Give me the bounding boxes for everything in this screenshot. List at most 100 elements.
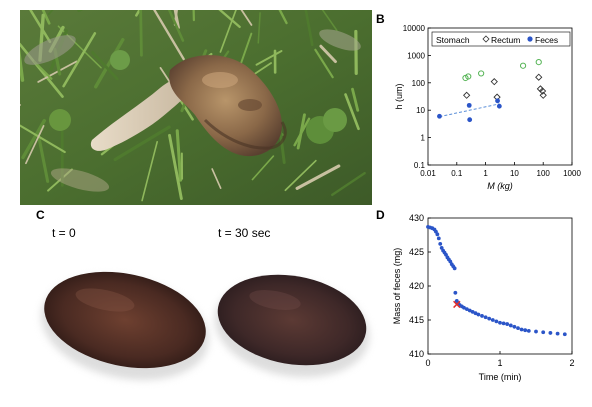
chart-d-red-x-marker (453, 300, 461, 309)
chart-d-red-x-stroke (453, 300, 461, 309)
chart-d-point (457, 303, 462, 307)
chart-d-point (555, 331, 560, 336)
chart-b-point-rectum (536, 85, 545, 93)
chart-d-point (470, 309, 475, 314)
chart-b-point-rectum (493, 93, 501, 101)
chart-d-ytick-label: 415 (409, 315, 424, 325)
chart-d-point (435, 232, 440, 237)
chart-b-xtick-label: 10 (510, 169, 519, 178)
chart-d-xtick-label: 0 (425, 358, 430, 368)
chart-d-point (439, 246, 444, 250)
panel-d-letter: D (376, 208, 385, 222)
chart-b-ytick-label: 10 (416, 106, 425, 115)
t30-label: t = 30 sec (218, 226, 271, 240)
chart-d-point (467, 308, 472, 313)
chart-b-point-feces (467, 117, 473, 123)
chart-b-ytick-label: 1000 (407, 51, 425, 60)
feces-on-grass-photo (20, 10, 372, 205)
chart-d-point (445, 255, 450, 260)
chart-b-legend-feces-marker (527, 36, 533, 42)
chart-b-feces-trendline (439, 103, 500, 118)
chart-d-xtick-label: 2 (569, 358, 574, 368)
chart-d-point (523, 328, 528, 333)
chart-b-xtick-label: 100 (537, 169, 551, 178)
pellet-t0 (44, 271, 206, 369)
grass-scene-image (20, 10, 372, 205)
chart-b-point-stomach (519, 62, 527, 69)
chart-b-legend-rectum-label: Rectum (491, 35, 520, 45)
chart-d-ytick-label: 420 (409, 281, 424, 291)
chart-d-point (436, 236, 441, 241)
chart-d-point (434, 229, 438, 234)
chart-d-point (480, 314, 484, 318)
chart-b-legend-rectum-marker (482, 35, 490, 43)
chart-b-xtick-label: 1000 (563, 169, 581, 178)
chart-d-point (490, 318, 495, 322)
chart-b-point-feces (437, 113, 442, 119)
chart-d-xlabel: Time (min) (479, 372, 522, 382)
chart-d-red-x-stroke (453, 300, 461, 309)
chart-b-ylabel: h (um) (394, 83, 404, 109)
chart-d-point (462, 305, 466, 310)
chart-d-point (501, 321, 506, 326)
panel-a-letter: A (6, 4, 15, 18)
chart-d-point (534, 329, 538, 334)
chart-b-point-stomach (462, 74, 469, 82)
chart-b-plot-frame (427, 27, 573, 166)
chart-d-point (562, 332, 567, 337)
chart-b-ytick-label: 1 (421, 134, 426, 143)
chart-b-point-rectum (490, 78, 498, 86)
chart-d-ytick-label: 425 (409, 247, 424, 257)
chart-d-point (487, 316, 492, 321)
chart-d-point (476, 312, 481, 317)
chart-d-point (459, 304, 464, 309)
chart-d-point (448, 259, 453, 264)
panel-c-letter: C (36, 208, 45, 222)
chart-d-point (441, 248, 446, 253)
chart-d-point (454, 299, 459, 303)
chart-b-xtick-label: 0.01 (420, 169, 436, 178)
chart-d-point (519, 327, 524, 332)
chart-d-plot-frame (427, 217, 573, 355)
chart-b-point-feces (466, 102, 472, 108)
chart-d-point (426, 224, 430, 229)
chart-b-ytick-label: 0.1 (414, 161, 426, 170)
feces-drying-photos (41, 271, 370, 381)
chart-b-point-stomach (478, 70, 485, 77)
chart-b-xlabel: M (kg) (487, 181, 513, 191)
pellet-t30 (217, 274, 367, 366)
chart-d-point (526, 328, 531, 333)
chart-b-point-feces (496, 103, 502, 109)
chart-d-point (516, 326, 520, 331)
chart-d-ylabel: Mass of feces (mg) (392, 248, 402, 325)
chart-d-point (541, 330, 546, 335)
chart-b-ytick-label: 100 (412, 79, 426, 88)
chart-b-point-rectum (535, 73, 543, 81)
chart-d-point (473, 311, 478, 316)
chart-d-xtick-label: 1 (497, 358, 502, 368)
chart-b-legend-box (431, 31, 571, 47)
chart-b-legend-stomach-label: Stomach (436, 35, 470, 45)
chart-b-xtick-label: 1 (483, 169, 488, 178)
chart-d-point (453, 290, 458, 295)
chart-d-point (452, 266, 457, 271)
chart-d-point (430, 226, 435, 231)
chart-d-point (512, 324, 517, 329)
chart-d-point (508, 323, 513, 328)
chart-d-point (446, 257, 451, 262)
chart-d-point (498, 320, 502, 325)
panel-b-letter: B (376, 12, 385, 26)
t0-label: t = 0 (52, 226, 76, 240)
chart-b-legend-feces-label: Feces (535, 35, 558, 45)
chart-d-point (428, 225, 433, 230)
chart-b-point-stomach (465, 73, 472, 80)
chart-d-point (444, 252, 448, 257)
chart-d-ytick-label: 410 (409, 349, 424, 359)
chart-d-point (464, 307, 469, 312)
chart-d-point (442, 250, 447, 255)
chart-d-point (483, 315, 488, 320)
chart-d-point (432, 227, 437, 232)
chart-d-point (548, 331, 553, 335)
chart-d-point (451, 264, 456, 269)
chart-d-point (438, 241, 443, 246)
